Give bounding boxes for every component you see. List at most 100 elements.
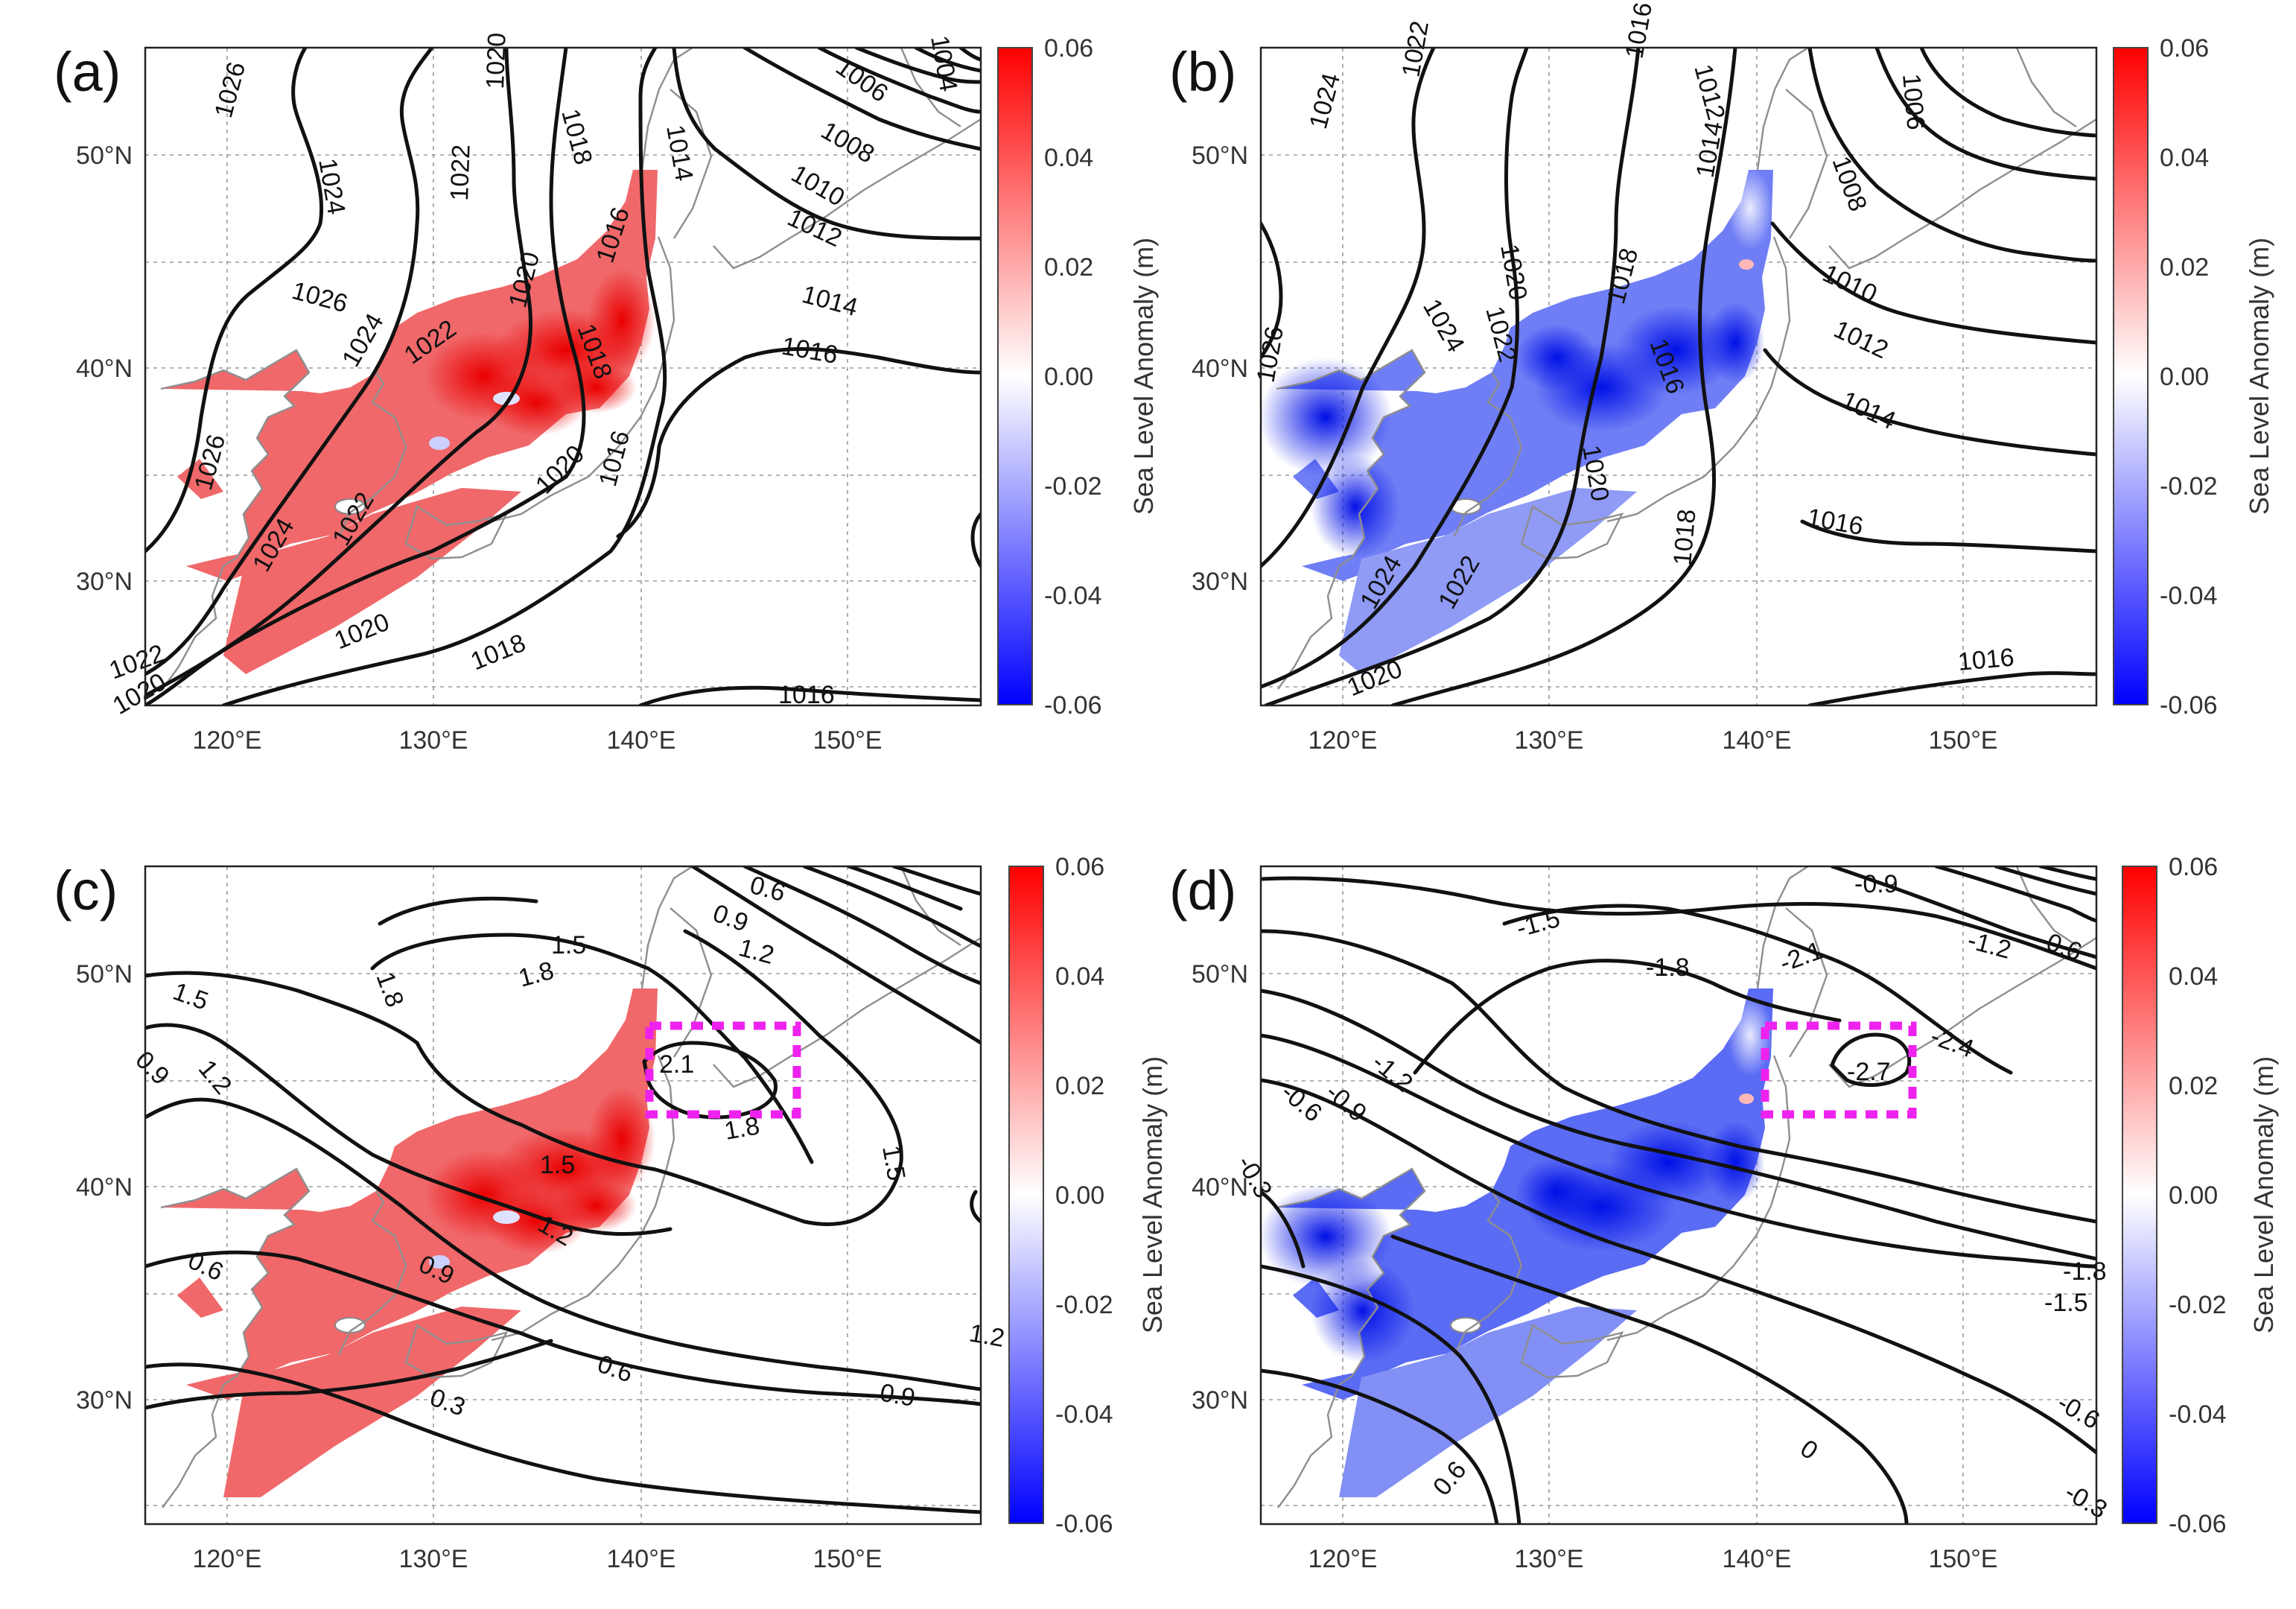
map-frame-d [1259, 865, 2098, 1526]
colorbar-title-b: Sea Level Anomaly (m) [2244, 238, 2274, 515]
colorbar-tick: 0.02 [1055, 1072, 1104, 1100]
lat-tick: 30°N [1192, 568, 1248, 596]
lon-tick: 130°E [398, 726, 468, 755]
contour-label: 0 [1795, 1434, 1822, 1465]
contour-label: 1018 [1668, 508, 1701, 567]
contour-label: 1026 [289, 276, 351, 318]
colorbar-tick: -0.02 [1044, 472, 1102, 501]
contour-label: 0.3 [426, 1383, 468, 1422]
contour-label: 1014 [1691, 119, 1729, 180]
highlight-box-c [645, 1021, 801, 1119]
axis-ticks-a: 120°E 130°E 140°E 150°E 50°N 40°N 30°N [76, 142, 882, 755]
contours-a [145, 48, 981, 705]
colorbar-tick: -0.04 [2169, 1400, 2227, 1429]
colorbar-tick: 0.00 [1055, 1181, 1104, 1210]
colorbar-tick: -0.06 [1044, 691, 1102, 720]
contour-label: 1.5 [169, 977, 212, 1016]
contour-label: 0.6 [747, 871, 788, 907]
colorbar-tick: -0.04 [1055, 1400, 1113, 1429]
contour-label: -1.5 [2044, 1289, 2088, 1317]
colorbar-tick: 0.00 [2169, 1181, 2218, 1210]
lon-tick: 140°E [1722, 1545, 1791, 1573]
contour-label: 1.5 [551, 931, 586, 959]
axis-ticks-b: 120°E 130°E 140°E 150°E 50°N 40°N 30°N [1192, 142, 1997, 755]
lon-tick: 130°E [1514, 726, 1583, 755]
colorbar-b: 0.06 0.04 0.02 0.00 -0.02 -0.04 -0.06 Se… [2113, 34, 2274, 720]
contour-label: -1.8 [1646, 953, 1690, 982]
sea-level-field-d [1261, 988, 1773, 1497]
lon-tick: 120°E [1308, 726, 1377, 755]
contour-label: 0.9 [130, 1046, 174, 1091]
colorbar-tick: -0.06 [1055, 1510, 1113, 1538]
contour-label: 1016 [780, 331, 840, 369]
colorbar-tick: -0.04 [2160, 582, 2218, 610]
colorbar-tick: -0.04 [1044, 582, 1102, 610]
colorbar-title-d: Sea Level Anomaly (m) [2248, 1056, 2279, 1333]
contour-label: 0.9 [709, 899, 751, 938]
sea-level-field-b [1261, 168, 1773, 674]
map-frame-a [144, 46, 982, 707]
lon-tick: 120°E [192, 726, 261, 755]
contour-label: -1.2 [1965, 926, 2014, 965]
colorbar-tick: 0.02 [2160, 253, 2209, 282]
contour-label: 0.9 [878, 1378, 918, 1412]
contours-d [1261, 866, 2096, 1524]
panel-d: (d) [1169, 853, 2279, 1573]
colorbar-tick: -0.06 [2160, 691, 2218, 720]
map-frame-b [1259, 46, 2098, 707]
coastlines-a [160, 48, 981, 690]
contour-label: 1026 [189, 431, 231, 493]
contours-c [145, 866, 981, 1514]
colorbar-a: 0.06 0.04 0.02 0.00 -0.02 -0.04 -0.06 Se… [997, 34, 1159, 720]
sea-level-field-c [161, 988, 658, 1497]
contour-label: 2.1 [659, 1050, 694, 1079]
highlight-box-d [1761, 1021, 1917, 1119]
colorbar-tick: 0.04 [1044, 144, 1093, 172]
colorbar-tick: -0.06 [2169, 1510, 2227, 1538]
contour-label: 1022 [445, 144, 476, 201]
sea-level-field-a [161, 170, 658, 674]
contour-label: 1016 [1805, 503, 1866, 541]
contour-label: 1020 [1495, 242, 1533, 302]
contour-label: 1016 [594, 428, 635, 489]
contour-label: 1018 [556, 106, 597, 168]
contour-label: 1016 [1620, 0, 1658, 60]
contour-label: 1016 [778, 681, 835, 709]
contour-label: 1.5 [540, 1151, 575, 1179]
lat-tick: 40°N [76, 1173, 133, 1202]
panel-a: (a) [54, 32, 1159, 755]
colorbar-title-a: Sea Level Anomaly (m) [1128, 238, 1159, 515]
colorbar-tick: 0.04 [1055, 962, 1104, 991]
contour-label: 1022 [1396, 19, 1434, 79]
lon-tick: 150°E [1928, 1545, 1997, 1573]
lon-tick: 140°E [606, 726, 675, 755]
contour-label: 1.8 [515, 956, 556, 993]
lat-tick: 30°N [76, 1386, 133, 1415]
contour-label: 1016 [1956, 644, 2015, 676]
lon-tick: 120°E [1308, 1545, 1377, 1573]
lat-tick: 40°N [76, 355, 133, 383]
contour-label: -2.4 [1927, 1022, 1977, 1064]
lon-tick: 120°E [192, 1545, 261, 1573]
lon-tick: 150°E [1928, 726, 1997, 755]
colorbar-tick: 0.00 [2160, 363, 2209, 391]
lon-tick: 150°E [812, 1545, 882, 1573]
contour-label: -0.9 [1854, 870, 1898, 898]
contour-label: 1024 [1417, 294, 1470, 358]
colorbar-tick: 0.06 [1055, 853, 1104, 881]
contour-label: 1014 [799, 280, 861, 322]
contour-label: -1.5 [1513, 904, 1562, 943]
lon-tick: 130°E [398, 1545, 468, 1573]
coastlines-d [1276, 866, 2096, 1508]
lat-tick: 50°N [1192, 142, 1248, 170]
contour-label: -0.3 [2060, 1478, 2112, 1524]
lat-tick: 40°N [1192, 355, 1248, 383]
contour-label: 1.2 [967, 1318, 1007, 1353]
lat-tick: 30°N [76, 568, 133, 596]
contour-label: 1.2 [736, 933, 777, 970]
colorbar-tick: 0.06 [2160, 34, 2209, 63]
lon-tick: 130°E [1514, 1545, 1583, 1573]
colorbar-tick: 0.04 [2160, 144, 2209, 172]
contour-label: 0.6 [594, 1350, 636, 1389]
colorbar-tick: 0.00 [1044, 363, 1093, 391]
